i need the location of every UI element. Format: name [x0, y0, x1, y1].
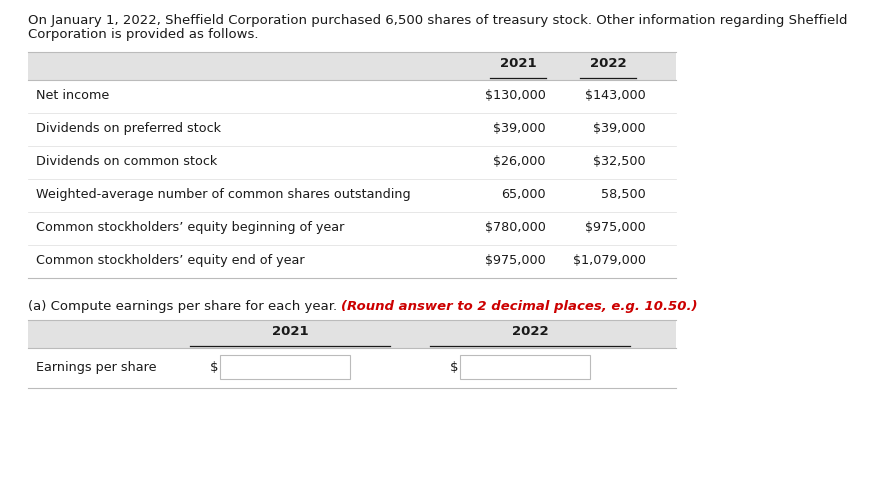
Bar [220, 355, 350, 379]
Text: $: $ [209, 361, 218, 374]
Text: Common stockholders’ equity beginning of year: Common stockholders’ equity beginning of… [36, 221, 344, 235]
Text: $780,000: $780,000 [485, 221, 546, 235]
Text: Common stockholders’ equity end of year: Common stockholders’ equity end of year [36, 254, 304, 267]
Text: $32,500: $32,500 [593, 156, 645, 168]
Bar [28, 52, 675, 80]
Text: $39,000: $39,000 [593, 122, 645, 135]
Text: $143,000: $143,000 [585, 89, 645, 102]
Text: 2022: 2022 [511, 325, 548, 338]
Text: 65,000: 65,000 [501, 188, 546, 201]
Text: Corporation is provided as follows.: Corporation is provided as follows. [28, 28, 258, 41]
Text: Dividends on common stock: Dividends on common stock [36, 156, 217, 168]
Text: Net income: Net income [36, 89, 109, 102]
Bar [28, 320, 675, 348]
Text: Dividends on preferred stock: Dividends on preferred stock [36, 122, 221, 135]
Text: 2021: 2021 [499, 57, 536, 70]
Text: 2022: 2022 [589, 57, 626, 70]
Text: 58,500: 58,500 [601, 188, 645, 201]
Text: (a) Compute earnings per share for each year.: (a) Compute earnings per share for each … [28, 300, 341, 313]
Text: $26,000: $26,000 [493, 156, 546, 168]
Text: $: $ [449, 361, 457, 374]
Text: $1,079,000: $1,079,000 [572, 254, 645, 267]
Text: $130,000: $130,000 [485, 89, 546, 102]
Text: $39,000: $39,000 [493, 122, 546, 135]
Text: 2021: 2021 [271, 325, 308, 338]
Text: (Round answer to 2 decimal places, e.g. 10.50.): (Round answer to 2 decimal places, e.g. … [341, 300, 697, 313]
Text: $975,000: $975,000 [585, 221, 645, 235]
Text: $975,000: $975,000 [485, 254, 546, 267]
Text: Earnings per share: Earnings per share [36, 361, 156, 374]
Text: On January 1, 2022, Sheffield Corporation purchased 6,500 shares of treasury sto: On January 1, 2022, Sheffield Corporatio… [28, 14, 846, 27]
Bar [460, 355, 589, 379]
Text: Weighted-average number of common shares outstanding: Weighted-average number of common shares… [36, 188, 410, 201]
